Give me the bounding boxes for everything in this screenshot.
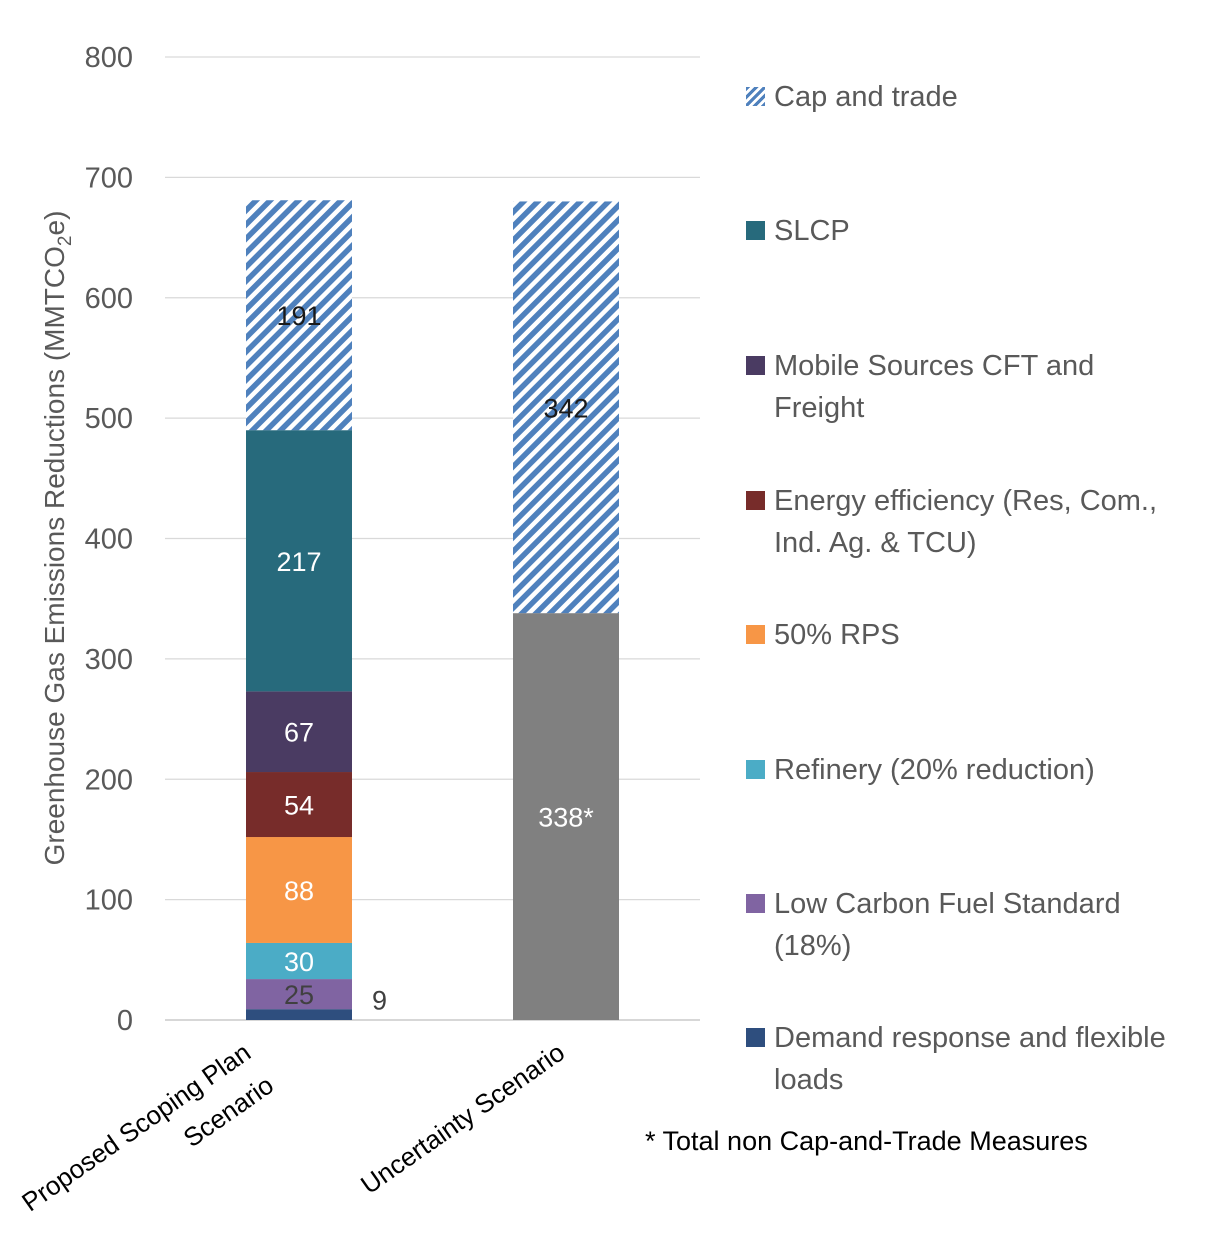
legend-label: Refinery (20% reduction)	[774, 754, 1095, 786]
x-category-label: Uncertainty Scenario	[355, 1037, 570, 1200]
legend-item-refinery: Refinery (20% reduction)	[746, 749, 1206, 791]
y-tick-label: 300	[85, 644, 133, 676]
y-tick-label: 0	[117, 1005, 133, 1037]
data-label-cap-0: 191	[276, 301, 321, 331]
legend-item-lcfs: Low Carbon Fuel Standard (18%)	[746, 883, 1206, 967]
gridlines	[165, 56, 700, 1021]
legend-item-slcp: SLCP	[746, 210, 1206, 252]
y-axis-title-text: Greenhouse Gas Emissions Reductions (MMT…	[39, 211, 76, 866]
legend-label: Mobile Sources CFT and Freight	[774, 350, 1095, 424]
bar-segment-cap-0	[246, 200, 352, 431]
bar-segment-demand-0	[246, 1009, 352, 1020]
x-category-label-line: Uncertainty Scenario	[355, 1037, 570, 1200]
bar-segment-rps-0	[246, 837, 352, 943]
data-label-slcp-0: 217	[276, 547, 321, 577]
bar-segment-slcp-0	[246, 430, 352, 692]
y-axis-title: Greenhouse Gas Emissions Reductions (MMT…	[39, 211, 76, 866]
data-label-refinery-0: 30	[284, 947, 314, 977]
data-label-total_non_cap-1: 338*	[538, 803, 594, 833]
legend-item-rps: 50% RPS	[746, 614, 1206, 656]
legend-item-ee: Energy efficiency (Res, Com., Ind. Ag. & …	[746, 480, 1206, 564]
data-label-demand-0: 9	[372, 986, 387, 1016]
y-axis-title-subscript: 2	[55, 236, 76, 247]
bar-segment-lcfs-0	[246, 979, 352, 1010]
legend-item-demand: Demand response and flexible loads	[746, 1017, 1206, 1101]
y-tick-label: 500	[85, 403, 133, 435]
bars	[246, 200, 619, 1020]
data-label-lcfs-0: 25	[284, 980, 314, 1010]
y-tick-label: 200	[85, 764, 133, 796]
legend-swatch	[746, 491, 765, 510]
legend-swatch	[746, 356, 765, 375]
y-tick-label: 400	[85, 524, 133, 556]
bar-segment-mobile-0	[246, 691, 352, 773]
data-label-rps-0: 88	[284, 876, 314, 906]
legend-label: Energy efficiency (Res, Com., Ind. Ag. & …	[774, 485, 1158, 559]
y-axis-title-main: Greenhouse Gas Emissions Reductions (MMT…	[39, 246, 70, 865]
footnote: * Total non Cap-and-Trade Measures	[645, 1126, 1088, 1156]
legend-swatch	[746, 760, 765, 779]
legend-swatch	[746, 1028, 765, 1047]
bar-segment-refinery-0	[246, 942, 352, 980]
data-label-mobile-0: 67	[284, 718, 314, 748]
bar-segment-cap-1	[513, 201, 619, 614]
legend-swatch	[746, 87, 765, 106]
data-label-cap-1: 342	[543, 393, 588, 423]
y-tick-label: 700	[85, 162, 133, 194]
y-axis-ticks: 0 100 200 300 400 500 600 700 800	[85, 42, 133, 1037]
legend-label: 50% RPS	[774, 619, 900, 651]
legend-swatch	[746, 894, 765, 913]
y-tick-label: 100	[85, 885, 133, 917]
legend-label: SLCP	[774, 215, 850, 247]
bar-segment-ee-0	[246, 772, 352, 838]
legend-label: Demand response and flexible loads	[774, 1022, 1166, 1096]
legend-label: Low Carbon Fuel Standard (18%)	[774, 888, 1121, 962]
y-tick-label: 600	[85, 283, 133, 315]
bar-segment-total_non_cap-1	[513, 613, 619, 1020]
legend-swatch	[746, 625, 765, 644]
data-label-ee-0: 54	[284, 791, 314, 821]
legend-swatch	[746, 221, 765, 240]
legend-label: Cap and trade	[774, 81, 958, 113]
y-axis-title-suffix: e)	[39, 211, 70, 236]
y-tick-label: 800	[85, 42, 133, 74]
legend-item-cap: Cap and trade	[746, 76, 1206, 118]
legend-item-mobile: Mobile Sources CFT and Freight	[746, 345, 1206, 429]
